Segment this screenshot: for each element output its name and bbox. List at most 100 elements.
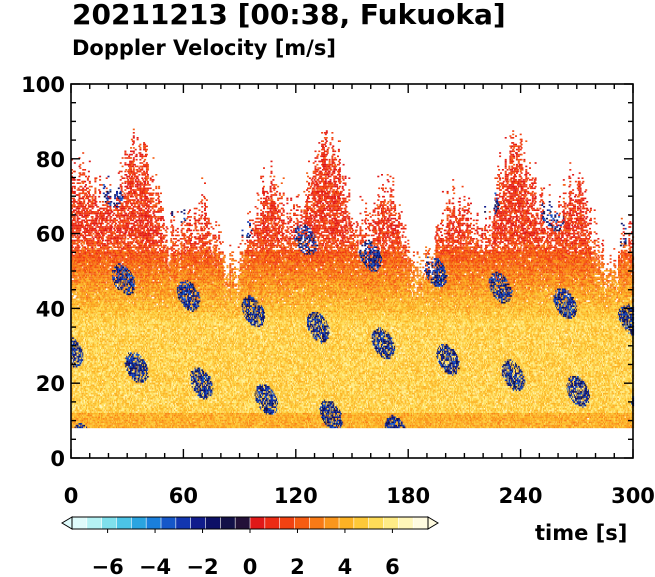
- heatmap-cell: [74, 290, 76, 292]
- heatmap-cell: [75, 287, 77, 289]
- heatmap-cell: [79, 203, 81, 205]
- heatmap-cell: [80, 243, 82, 245]
- heatmap-cell: [74, 206, 76, 208]
- heatmap-cell: [76, 230, 78, 232]
- heatmap-cell: [78, 182, 80, 184]
- heatmap-cell: [80, 253, 82, 255]
- heatmap-cell: [79, 236, 81, 238]
- heatmap-cell: [73, 182, 75, 184]
- heatmap-cell: [80, 251, 82, 253]
- heatmap-cell: [79, 246, 81, 248]
- heatmap-cell: [79, 401, 81, 403]
- heatmap-cell: [79, 228, 81, 230]
- heatmap-cell: [80, 233, 82, 235]
- heatmap-cell: [74, 216, 76, 218]
- heatmap-cell: [77, 235, 79, 237]
- heatmap-cell: [80, 299, 82, 301]
- heatmap-cell: [81, 248, 83, 250]
- heatmap-cell: [75, 221, 77, 223]
- heatmap-cell: [78, 386, 80, 388]
- heatmap-cell: [77, 220, 79, 222]
- heatmap-cell: [81, 211, 83, 213]
- heatmap-cell: [78, 270, 80, 272]
- heatmap-cell: [77, 203, 79, 205]
- heatmap-cell: [74, 191, 76, 193]
- heatmap-cell: [72, 230, 74, 232]
- heatmap-cell: [78, 238, 80, 240]
- heatmap-cell: [79, 199, 81, 201]
- heatmap-cell: [72, 315, 74, 317]
- heatmap-cell: [72, 295, 74, 297]
- heatmap-cell: [74, 373, 76, 375]
- heatmap-cell: [72, 246, 74, 248]
- heatmap-cell: [77, 208, 79, 210]
- heatmap-cell: [77, 379, 79, 381]
- heatmap-cell: [77, 231, 79, 233]
- heatmap-cell: [79, 294, 81, 296]
- heatmap-cell: [76, 390, 78, 392]
- heatmap-cell: [74, 218, 76, 220]
- heatmap-cell: [77, 295, 79, 297]
- heatmap-cell: [79, 326, 81, 328]
- heatmap-cell: [75, 294, 77, 296]
- heatmap-cell: [72, 368, 74, 370]
- heatmap-cell: [73, 231, 75, 233]
- heatmap-cell: [74, 188, 76, 190]
- heatmap-cell: [79, 280, 81, 282]
- heatmap-cell: [76, 273, 78, 275]
- heatmap-cell: [77, 268, 79, 270]
- heatmap-cell: [74, 292, 76, 294]
- heatmap-cell: [72, 322, 74, 324]
- heatmap-cell: [72, 258, 74, 260]
- heatmap-cell: [79, 304, 81, 306]
- heatmap-cell: [77, 221, 79, 223]
- heatmap-cell: [80, 283, 82, 285]
- heatmap-cell: [72, 235, 74, 237]
- heatmap-cell: [79, 194, 81, 196]
- heatmap-cell: [74, 162, 76, 164]
- heatmap-cell: [80, 287, 82, 289]
- heatmap-cell: [81, 393, 83, 395]
- heatmap-cell: [72, 236, 74, 238]
- heatmap-cell: [81, 214, 83, 216]
- heatmap-cell: [74, 241, 76, 243]
- heatmap-cell: [79, 196, 81, 198]
- heatmap-cell: [80, 379, 82, 381]
- heatmap-cell: [79, 408, 81, 410]
- heatmap-cell: [81, 411, 83, 413]
- heatmap-cell: [79, 257, 81, 259]
- heatmap-cell: [74, 235, 76, 237]
- heatmap-cell: [75, 246, 77, 248]
- heatmap-cell: [75, 209, 77, 211]
- heatmap-cell: [73, 408, 75, 410]
- heatmap-cell: [81, 245, 83, 247]
- heatmap-cell: [79, 167, 81, 169]
- heatmap-cell: [81, 174, 83, 176]
- heatmap-cell: [79, 174, 81, 176]
- heatmap-cell: [81, 336, 83, 338]
- heatmap-cell: [72, 240, 74, 242]
- heatmap-cell: [80, 265, 82, 267]
- heatmap-cell: [76, 359, 78, 361]
- heatmap-cell: [81, 297, 83, 299]
- heatmap-cell: [74, 199, 76, 201]
- heatmap-cell: [81, 223, 83, 225]
- heatmap-cell: [79, 263, 81, 265]
- heatmap-cell: [72, 250, 74, 252]
- heatmap-cell: [77, 280, 79, 282]
- heatmap-cell: [78, 209, 80, 211]
- heatmap-cell: [79, 287, 81, 289]
- heatmap-cell: [75, 223, 77, 225]
- heatmap-cell: [82, 346, 84, 348]
- heatmap-cell: [79, 208, 81, 210]
- heatmap-cell: [79, 176, 81, 178]
- heatmap-cell: [72, 425, 74, 427]
- heatmap-cell: [79, 214, 81, 216]
- heatmap-cell: [74, 268, 76, 270]
- heatmap-cell: [79, 299, 81, 301]
- heatmap-cell: [74, 220, 76, 222]
- heatmap-cell: [80, 204, 82, 206]
- heatmap-cell: [77, 240, 79, 242]
- heatmap-cell: [79, 262, 81, 264]
